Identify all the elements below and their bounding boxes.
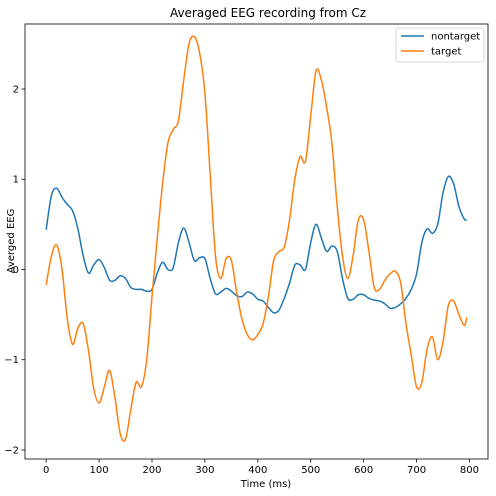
x-tick-label: 0	[43, 465, 49, 476]
x-tick-label: 600	[354, 465, 373, 476]
series-line-target	[45, 35, 468, 442]
x-tick-label: 300	[195, 465, 214, 476]
legend-label-nontarget: nontarget	[431, 32, 480, 43]
plot-area	[24, 23, 489, 460]
x-tick-label: 800	[460, 465, 479, 476]
y-tick-label: −1	[4, 355, 19, 366]
y-tick-label: 2	[13, 84, 19, 95]
x-tick-label: 200	[142, 465, 161, 476]
legend-label-target: target	[431, 47, 461, 58]
series-line-nontarget	[45, 175, 468, 314]
chart-title: Averaged EEG recording from Cz	[170, 6, 366, 20]
x-tick-label: 400	[248, 465, 267, 476]
y-tick-label: 0	[13, 265, 19, 276]
x-axis-label: Time (ms)	[240, 479, 292, 490]
x-tick-label: 100	[90, 465, 109, 476]
y-tick-label: −2	[4, 445, 19, 456]
x-tick-label: 500	[301, 465, 320, 476]
y-axis-label: Averged EEG	[6, 209, 17, 274]
x-tick-label: 700	[407, 465, 426, 476]
y-tick-label: 1	[13, 175, 19, 186]
legend: nontarget target	[395, 27, 485, 63]
